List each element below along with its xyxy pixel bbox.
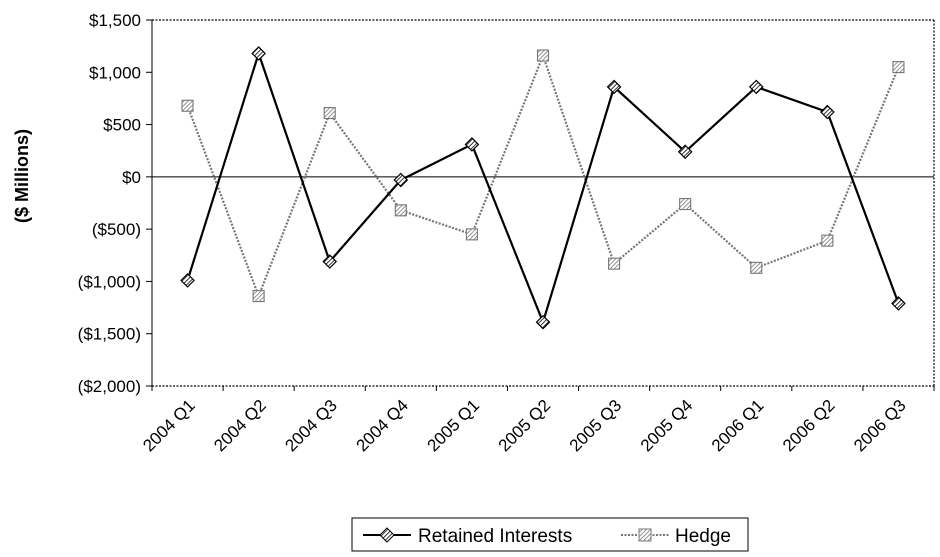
data-point-retained-interests (748, 79, 764, 95)
data-point-retained-interests (322, 254, 338, 269)
data-point-retained-interests (820, 104, 835, 120)
x-tick-label: 2005 Q1 (424, 396, 484, 456)
series-layer (180, 46, 906, 330)
x-tick-label: 2006 Q3 (850, 396, 910, 456)
y-tick-label: ($1,500) (78, 325, 141, 344)
data-point-retained-interests (464, 137, 480, 152)
data-point-hedge (181, 99, 194, 112)
y-tick-label: $1,500 (89, 11, 141, 30)
y-tick-label: ($1,000) (78, 272, 141, 291)
y-tick-label: $1,000 (89, 63, 141, 82)
data-point-retained-interests (677, 144, 693, 160)
data-point-retained-interests (180, 273, 195, 288)
x-tick-label: 2004 Q1 (139, 396, 199, 456)
series-line-hedge (186, 52, 900, 300)
x-tick-label: 2004 Q4 (352, 396, 412, 456)
x-tick-label: 2004 Q3 (281, 396, 341, 456)
data-point-hedge (892, 61, 905, 74)
data-point-hedge (679, 197, 692, 211)
y-tick-label: $0 (122, 168, 141, 187)
y-axis-title: ($ Millions) (12, 129, 32, 223)
legend-label-hedge: Hedge (675, 526, 731, 547)
legend-marker-retained-interests (379, 527, 395, 543)
x-tick-label: 2006 Q1 (708, 396, 768, 456)
data-point-retained-interests (606, 79, 622, 95)
x-axis: 2004 Q1 2004 Q2 2004 Q3 2004 Q4 2005 Q1 2005 … (139, 386, 935, 456)
x-tick-label: 2005 Q4 (637, 396, 697, 456)
legend: Retained Interests Hedge (351, 517, 749, 552)
data-point-hedge (252, 290, 265, 303)
x-tick-label: 2006 Q2 (779, 396, 839, 456)
data-point-retained-interests (891, 296, 906, 311)
legend-label-retained-interests: Retained Interests (418, 526, 572, 547)
data-point-hedge (821, 234, 834, 247)
data-point-hedge (750, 261, 763, 274)
legend-box (351, 517, 749, 552)
plot-area (151, 19, 935, 387)
y-tick-label: ($500) (92, 220, 141, 239)
data-point-hedge (536, 49, 550, 62)
data-point-hedge (465, 228, 478, 241)
x-tick-label: 2005 Q3 (566, 396, 626, 456)
y-axis: $1,500 $1,000 $500 $0 ($500) ($1,000) ($1,500)… (78, 11, 152, 396)
data-point-hedge (323, 107, 336, 120)
data-point-hedge (394, 204, 407, 217)
legend-marker-hedge (638, 528, 652, 542)
x-tick-label: 2005 Q2 (495, 396, 555, 456)
data-point-hedge (608, 257, 621, 270)
y-tick-label: $500 (103, 116, 141, 135)
series-line-retained-interests (186, 49, 900, 326)
data-point-retained-interests (251, 46, 266, 61)
data-point-retained-interests (393, 172, 409, 188)
data-point-retained-interests (535, 314, 551, 330)
x-tick-label: 2004 Q2 (210, 396, 270, 456)
y-tick-label: ($2,000) (78, 377, 141, 396)
